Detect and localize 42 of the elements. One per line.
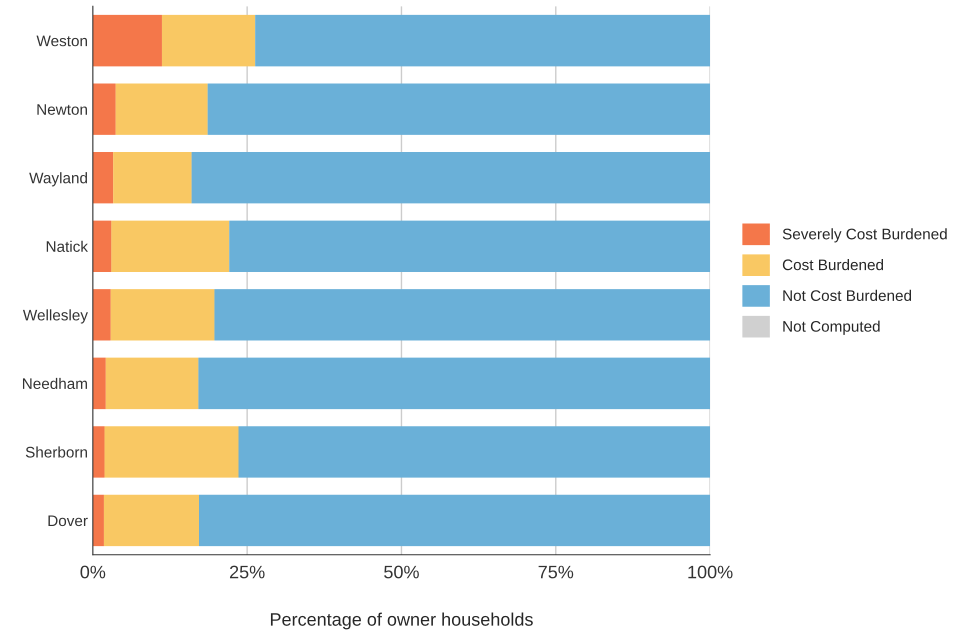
x-tick-label: 50%: [384, 566, 419, 578]
bar: [214, 289, 710, 341]
y-tick-label: Needham: [22, 378, 87, 390]
bar: [92, 220, 112, 272]
bar: [104, 494, 199, 546]
y-tick-label: Wellesley: [22, 309, 88, 324]
y-tick-label: Dover: [48, 516, 88, 526]
y-tick-label: Wayland: [29, 172, 87, 186]
legend-label: Cost Burdened: [782, 259, 884, 270]
bar: [229, 220, 710, 272]
bar: [92, 426, 105, 478]
bar: [92, 289, 111, 341]
x-axis-title: Percentage of owner households: [270, 612, 533, 630]
y-tick-label: Newton: [37, 104, 87, 115]
y-tick-label: Sherborn: [26, 446, 87, 458]
bar: [162, 14, 256, 66]
y-tick-label: Natick: [46, 240, 88, 252]
x-tick-label: 75%: [538, 566, 574, 578]
bar: [92, 494, 104, 546]
bar: [199, 494, 710, 546]
x-tick-label: 25%: [230, 566, 265, 578]
legend-label: Severely Cost Burdened: [782, 228, 947, 242]
bar: [116, 83, 208, 135]
bar: [255, 14, 710, 66]
bar: [198, 358, 710, 410]
bar: [110, 289, 214, 341]
bar: [92, 14, 162, 66]
x-tick-label: 0%: [80, 566, 106, 578]
bar: [92, 152, 114, 204]
x-tick-label: 100%: [688, 566, 733, 578]
bar: [192, 152, 710, 204]
bar: [113, 152, 192, 204]
bar: [111, 220, 230, 272]
bar: [106, 358, 198, 410]
legend-label: Not Computed: [783, 320, 880, 335]
bar: [92, 358, 106, 410]
bar: [238, 426, 710, 478]
legend-label: Not Cost Burdened: [783, 290, 912, 302]
bar: [92, 83, 116, 135]
bar: [104, 426, 239, 478]
y-tick-label: Weston: [36, 36, 87, 46]
bar: [208, 83, 710, 135]
